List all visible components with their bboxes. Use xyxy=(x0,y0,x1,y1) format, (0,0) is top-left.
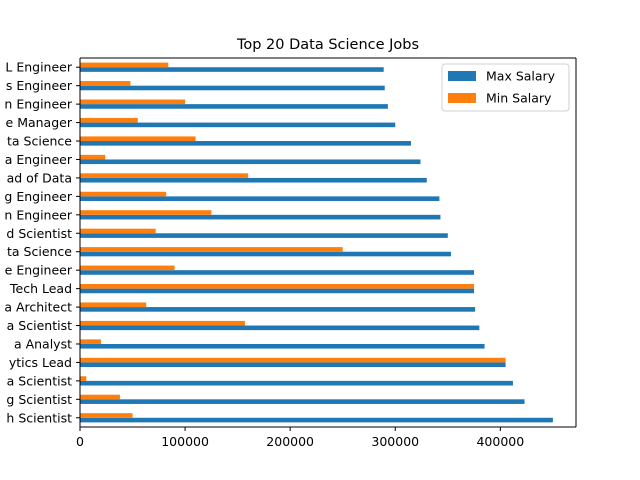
bar-max-salary xyxy=(80,233,448,238)
x-tick-label: 300000 xyxy=(371,434,419,449)
bar-min-salary xyxy=(80,99,186,105)
bar-min-salary xyxy=(80,302,147,308)
bar-min-salary xyxy=(80,376,87,381)
bar-max-salary xyxy=(80,214,441,220)
bar-min-salary xyxy=(80,320,245,326)
bar-min-salary xyxy=(80,413,133,418)
bar-min-salary xyxy=(80,81,131,86)
y-tick-label: ad of Data xyxy=(7,170,72,185)
bar-max-salary xyxy=(80,196,440,201)
y-tick-label: a Engineer xyxy=(5,152,73,167)
bar-max-salary xyxy=(80,399,525,404)
bar-max-salary xyxy=(80,141,412,146)
bar-min-salary xyxy=(80,62,169,68)
bar-max-salary xyxy=(80,104,388,109)
bar-max-salary xyxy=(80,362,506,368)
y-tick-label: e Manager xyxy=(6,115,73,130)
bar-max-salary xyxy=(80,177,427,183)
bar-min-salary xyxy=(80,394,120,400)
bar-min-salary xyxy=(80,228,156,234)
y-tick-label: a Scientist xyxy=(7,318,72,333)
bar-min-salary xyxy=(80,154,106,160)
bar-max-salary xyxy=(80,159,421,165)
x-tick-label: 0 xyxy=(76,434,84,449)
bar-max-salary xyxy=(80,270,475,275)
x-axis: 0 100000 200000 300000 400000 xyxy=(76,427,524,449)
bar-max-salary xyxy=(80,67,384,72)
y-tick-label: a Architect xyxy=(4,300,72,315)
y-tick-label: g Engineer xyxy=(4,189,72,204)
bar-min-salary xyxy=(80,265,175,271)
bar-min-salary xyxy=(80,247,343,252)
y-tick-label: ta Science xyxy=(7,244,72,259)
legend: Max Salary Min Salary xyxy=(441,63,570,112)
y-tick-label: ta Science xyxy=(7,134,72,149)
bar-max-salary xyxy=(80,343,485,349)
bar-max-salary xyxy=(80,325,480,331)
plot-frame xyxy=(79,57,577,428)
bar-max-salary xyxy=(80,417,553,423)
legend-swatch-min xyxy=(448,93,476,103)
chart-title: Top 20 Data Science Jobs xyxy=(236,37,419,53)
bar-min-salary xyxy=(80,117,138,123)
y-tick-label: L Engineer xyxy=(5,60,72,75)
bar-min-salary xyxy=(80,357,506,363)
bar-min-salary xyxy=(80,173,249,178)
x-tick-label: 100000 xyxy=(161,434,209,449)
bar-min-salary xyxy=(80,339,102,344)
bar-min-salary xyxy=(80,136,196,142)
y-tick-label: d Scientist xyxy=(6,226,72,241)
y-tick-label: n Engineer xyxy=(4,97,72,112)
bar-max-salary xyxy=(80,251,451,257)
y-tick-label: Tech Lead xyxy=(9,281,72,296)
x-tick-label: 200000 xyxy=(266,434,314,449)
legend-label-max: Max Salary xyxy=(486,69,556,84)
bar-max-salary xyxy=(80,122,396,128)
bar-min-salary xyxy=(80,284,475,289)
x-tick-label: 400000 xyxy=(476,434,524,449)
bar-max-salary xyxy=(80,85,385,91)
bar-max-salary xyxy=(80,307,476,312)
legend-label-min: Min Salary xyxy=(486,91,552,106)
y-tick-label: a Scientist xyxy=(7,373,72,388)
y-tick-labels: h Scientist g Scientist a Scientist ytics L… xyxy=(4,60,80,425)
y-tick-label: a Analyst xyxy=(14,336,72,351)
y-tick-label: g Scientist xyxy=(6,392,72,407)
y-tick-label: n Engineer xyxy=(4,207,72,222)
bar-max-salary xyxy=(80,288,475,294)
bar-min-salary xyxy=(80,191,167,197)
bars-group xyxy=(80,62,553,423)
bar-min-salary xyxy=(80,210,212,215)
bar-max-salary xyxy=(80,380,513,386)
legend-swatch-max xyxy=(448,71,476,81)
y-tick-label: h Scientist xyxy=(6,410,72,425)
y-tick-label: s Engineer xyxy=(6,78,73,93)
y-tick-label: ytics Lead xyxy=(9,355,72,370)
y-tick-label: e Engineer xyxy=(5,263,73,278)
